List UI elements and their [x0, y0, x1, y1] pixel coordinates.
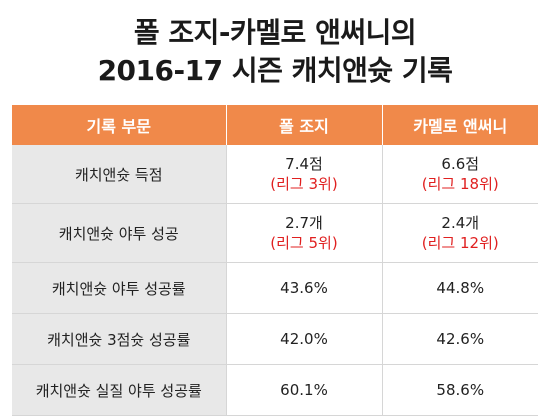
cell-george: 7.4점 (리그 3위)	[226, 145, 383, 204]
cell-anthony: 6.6점 (리그 18위)	[382, 145, 538, 204]
cell-george: 60.1%	[226, 364, 383, 416]
row-category: 캐치앤슛 득점	[12, 145, 227, 204]
table-row: 캐치앤슛 야투 성공률 43.6% 44.8%	[12, 262, 538, 314]
stats-table: 기록 부문 폴 조지 카멜로 앤써니 캐치앤슛 득점 7.4점 (리그 3위) …	[12, 105, 538, 416]
row-category: 캐치앤슛 실질 야투 성공률	[12, 364, 227, 416]
page-title: 폴 조지-카멜로 앤써니의 2016-17 시즌 캐치앤슛 기록	[0, 14, 550, 90]
header-carmelo-anthony: 카멜로 앤써니	[382, 105, 538, 145]
title-line-2: 2016-17 시즌 캐치앤슛 기록	[97, 54, 453, 87]
header-category: 기록 부문	[12, 105, 227, 145]
table-row: 캐치앤슛 실질 야투 성공률 60.1% 58.6%	[12, 364, 538, 416]
cell-anthony: 58.6%	[382, 364, 538, 416]
row-category: 캐치앤슛 3점슛 성공률	[12, 313, 227, 365]
cell-rank: (리그 12위)	[421, 234, 499, 252]
table-row: 캐치앤슛 3점슛 성공률 42.0% 42.6%	[12, 313, 538, 365]
row-category: 캐치앤슛 야투 성공	[12, 203, 227, 263]
cell-value: 2.7개	[285, 214, 323, 232]
cell-rank: (리그 5위)	[270, 234, 338, 252]
cell-anthony: 42.6%	[382, 313, 538, 365]
cell-anthony: 44.8%	[382, 262, 538, 314]
cell-george: 2.7개 (리그 5위)	[226, 203, 383, 263]
table-row: 캐치앤슛 득점 7.4점 (리그 3위) 6.6점 (리그 18위)	[12, 145, 538, 204]
cell-anthony: 2.4개 (리그 12위)	[382, 203, 538, 263]
cell-george: 43.6%	[226, 262, 383, 314]
row-category: 캐치앤슛 야투 성공률	[12, 262, 227, 314]
cell-value: 2.4개	[441, 214, 480, 232]
cell-rank: (리그 3위)	[270, 175, 338, 193]
cell-value: 7.4점	[285, 155, 323, 173]
header-paul-george: 폴 조지	[226, 105, 383, 145]
title-line-1: 폴 조지-카멜로 앤써니의	[133, 16, 417, 49]
cell-george: 42.0%	[226, 313, 383, 365]
table-header-row: 기록 부문 폴 조지 카멜로 앤써니	[12, 105, 538, 145]
cell-rank: (리그 18위)	[421, 175, 499, 193]
table-row: 캐치앤슛 야투 성공 2.7개 (리그 5위) 2.4개 (리그 12위)	[12, 203, 538, 263]
cell-value: 6.6점	[441, 155, 480, 173]
